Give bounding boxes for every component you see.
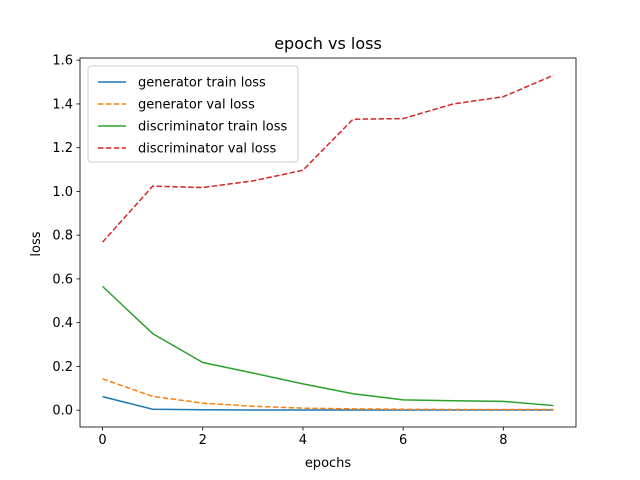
series-line-2 bbox=[102, 285, 554, 407]
y-tick-label-1.0: 1.0 bbox=[52, 185, 73, 200]
y-axis-label: loss bbox=[29, 231, 44, 256]
x-tick-label-6: 6 bbox=[399, 433, 407, 448]
series-line-1 bbox=[102, 378, 554, 411]
y-tick-label-0.6: 0.6 bbox=[52, 272, 73, 287]
y-tick-label-0.4: 0.4 bbox=[52, 316, 73, 331]
y-tick-label-1.4: 1.4 bbox=[52, 97, 73, 112]
x-tick-label-0: 0 bbox=[98, 433, 106, 448]
legend-box bbox=[87, 65, 299, 163]
x-axis-label: epochs bbox=[305, 456, 352, 471]
y-tick-label-0.2: 0.2 bbox=[52, 360, 73, 375]
plot-area: 0 2 4 6 8 0.0 0.2 0.4 0.6 0.8 1.0 1.2 1.4 1.6 generato… bbox=[52, 54, 577, 448]
y-tick-label-0.8: 0.8 bbox=[52, 229, 73, 244]
legend-label-3: discriminator val loss bbox=[138, 142, 276, 157]
legend-label-2: discriminator train loss bbox=[138, 120, 287, 135]
legend-label-1: generator val loss bbox=[138, 98, 255, 113]
legend-label-0: generator train loss bbox=[138, 76, 266, 91]
x-tick-label-2: 2 bbox=[199, 433, 207, 448]
chart-title: epoch vs loss bbox=[274, 34, 382, 53]
axes-frame bbox=[79, 57, 577, 428]
series-line-3 bbox=[101, 74, 554, 243]
y-tick-label-1.6: 1.6 bbox=[52, 54, 73, 69]
y-tick-label-1.2: 1.2 bbox=[52, 141, 73, 156]
y-tick-label-0.0: 0.0 bbox=[52, 404, 73, 419]
x-tick-label-8: 8 bbox=[499, 433, 507, 448]
x-tick-label-4: 4 bbox=[299, 433, 307, 448]
